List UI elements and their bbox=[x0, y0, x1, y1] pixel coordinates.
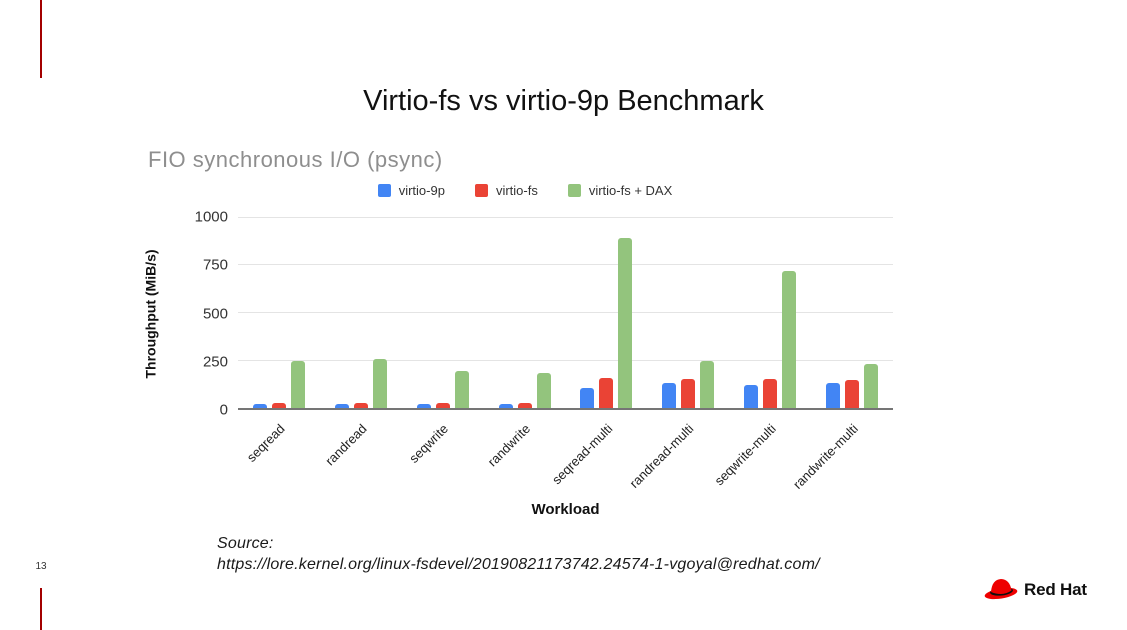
bar-virtio-9p-seqread bbox=[252, 403, 267, 408]
bar-virtio-fs-seqread-multi bbox=[599, 378, 614, 408]
bar-virtio-fs+DAX-randwrite-multi bbox=[864, 363, 879, 408]
bar-virtio-fs+DAX-randread bbox=[372, 358, 387, 408]
plot-area bbox=[238, 216, 893, 410]
bar-virtio-fs-randread-multi bbox=[681, 379, 696, 408]
bar-virtio-9p-randread-multi bbox=[662, 383, 677, 408]
bar-virtio-9p-randwrite-multi bbox=[826, 383, 841, 408]
bar-group-seqwrite-multi bbox=[729, 217, 811, 408]
bar-virtio-fs-randwrite-multi bbox=[845, 379, 860, 408]
source-label: Source: bbox=[217, 535, 274, 552]
bar-virtio-fs+DAX-randread-multi bbox=[700, 361, 715, 408]
source-url: https://lore.kernel.org/linux-fsdevel/20… bbox=[217, 556, 820, 573]
bar-virtio-fs-randwrite bbox=[517, 402, 532, 408]
legend-item-virtio-fs: virtio-fs bbox=[474, 183, 538, 198]
y-tick-label: 0 bbox=[219, 401, 228, 419]
x-tick-label: randread-multi bbox=[627, 421, 697, 491]
bar-group-randread-multi bbox=[647, 217, 729, 408]
redhat-logo-text: Red Hat bbox=[1024, 580, 1087, 599]
x-axis-title: Workload bbox=[531, 501, 600, 518]
legend-swatch bbox=[474, 184, 488, 197]
redhat-logo: Red Hat bbox=[983, 574, 1087, 606]
legend-label: virtio-fs bbox=[495, 183, 538, 198]
x-tick-label: randread bbox=[322, 421, 370, 469]
y-tick-label: 750 bbox=[202, 256, 228, 274]
legend-label: virtio-fs + DAX bbox=[588, 183, 673, 198]
bar-virtio-fs+DAX-randwrite bbox=[536, 373, 551, 408]
redhat-fedora-icon bbox=[983, 574, 1019, 606]
bottom-accent-line bbox=[40, 588, 42, 630]
top-accent-line bbox=[40, 0, 42, 78]
bar-virtio-9p-seqread-multi bbox=[580, 387, 595, 408]
x-tick-label: seqwrite bbox=[406, 421, 452, 466]
bar-virtio-fs+DAX-seqread bbox=[290, 361, 305, 408]
x-tick-label: seqwrite-multi bbox=[711, 421, 779, 489]
bar-virtio-fs+DAX-seqread-multi bbox=[618, 238, 633, 408]
x-tick-label: seqread-multi bbox=[548, 421, 616, 488]
bar-group-seqread bbox=[238, 217, 320, 408]
y-tick-label: 250 bbox=[202, 353, 228, 371]
legend-label: virtio-9p bbox=[398, 183, 445, 198]
legend-item-virtio-fs+DAX: virtio-fs + DAX bbox=[567, 183, 673, 198]
chart-title: FIO synchronous I/O (psync) bbox=[148, 147, 443, 172]
bar-virtio-9p-seqwrite-multi bbox=[744, 385, 759, 408]
y-axis-title-text: Throughput (MiB/s) bbox=[143, 248, 160, 379]
x-tick-label: seqread bbox=[243, 421, 288, 465]
chart-legend: virtio-9p virtio-fs virtio-fs + DAX bbox=[140, 183, 910, 198]
y-tick-label: 1000 bbox=[194, 208, 228, 226]
x-tick-label: randwrite bbox=[484, 421, 534, 470]
x-axis-labels: seqread randread seqwrite randwrite seqread-… bbox=[238, 416, 893, 500]
bar-virtio-fs-randread bbox=[353, 402, 368, 408]
bar-virtio-9p-randwrite bbox=[498, 403, 513, 408]
page-title: Virtio-fs vs virtio-9p Benchmark bbox=[363, 85, 764, 117]
source-block: Source: https://lore.kernel.org/linux-fs… bbox=[217, 533, 820, 575]
bar-group-randwrite bbox=[484, 217, 566, 408]
legend-swatch bbox=[377, 184, 391, 197]
benchmark-chart: FIO synchronous I/O (psync) virtio-9p vir… bbox=[140, 145, 910, 535]
bar-virtio-9p-randread bbox=[334, 403, 349, 408]
bar-virtio-fs-seqwrite bbox=[435, 402, 450, 408]
gridline bbox=[238, 216, 893, 218]
x-tick-label: randwrite-multi bbox=[789, 421, 861, 492]
bar-group-randread bbox=[320, 217, 402, 408]
y-tick-label: 500 bbox=[202, 305, 228, 322]
legend-item-virtio-9p: virtio-9p bbox=[377, 183, 445, 198]
bar-group-seqread-multi bbox=[566, 217, 648, 408]
gridline bbox=[238, 312, 893, 313]
bar-group-randwrite-multi bbox=[811, 217, 893, 408]
bar-virtio-fs-seqwrite-multi bbox=[763, 378, 778, 408]
bar-virtio-9p-seqwrite bbox=[416, 403, 431, 408]
legend-swatch bbox=[567, 184, 581, 197]
y-axis-ticks: 0 250 500 750 1000 bbox=[188, 209, 228, 419]
bar-virtio-fs+DAX-seqwrite bbox=[454, 370, 469, 408]
bar-group-seqwrite bbox=[402, 217, 484, 408]
y-axis-title: Throughput (MiB/s) bbox=[140, 217, 162, 410]
gridline bbox=[238, 264, 893, 266]
bar-virtio-fs+DAX-seqwrite-multi bbox=[782, 271, 797, 408]
page-number: 13 bbox=[35, 561, 47, 572]
gridline bbox=[238, 359, 893, 361]
bar-virtio-fs-seqread bbox=[271, 402, 286, 408]
